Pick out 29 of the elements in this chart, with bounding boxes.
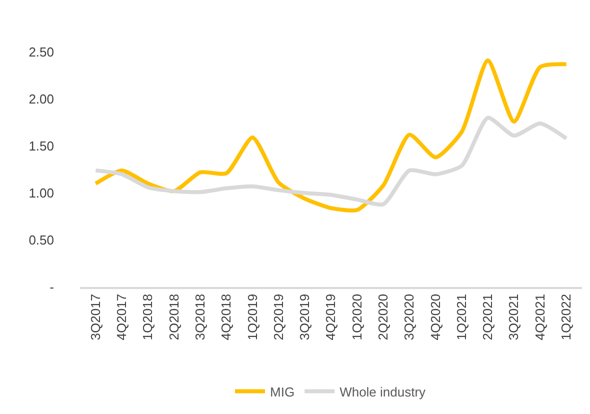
x-tick-label: 1Q2019 [244,294,260,340]
line-series [94,58,568,212]
x-tick-label: 1Q2022 [558,294,574,340]
x-tick-label: 2Q2019 [270,294,286,340]
x-tick-label: 1Q2021 [454,294,469,340]
y-tick-label: 0.50 [28,232,54,248]
x-tick-label: 4Q2017 [114,294,130,340]
legend-label: Whole industry [340,384,426,400]
x-tick-label: 2Q2021 [480,294,496,340]
x-tick-label: 3Q2021 [506,294,522,340]
x-tick-label: 3Q2017 [88,294,103,340]
x-tick-label: 4Q2020 [428,294,443,340]
x-tick-label: 4Q2019 [323,294,338,340]
y-tick-label: 1.50 [28,138,54,154]
y-tick-label: 1.00 [28,186,54,201]
y-tick-label: 2.00 [28,92,54,107]
x-tick-label: 3Q2020 [402,294,417,340]
legend-label: MIG [270,384,295,400]
y-tick-label: 2.50 [28,44,54,60]
x-tick-label: 4Q2018 [218,294,234,340]
x-tick-label: 2Q2020 [376,294,391,340]
x-tick-label: 3Q2019 [297,294,312,340]
x-tick-label: 3Q2018 [192,294,208,340]
x-tick-label: 1Q2018 [140,294,156,340]
x-tick-label: 4Q2021 [532,294,548,340]
line-series [94,116,568,206]
y-tick-label: - [50,280,54,295]
x-tick-label: 2Q2018 [166,294,182,340]
x-tick-label: 1Q2020 [349,294,364,340]
